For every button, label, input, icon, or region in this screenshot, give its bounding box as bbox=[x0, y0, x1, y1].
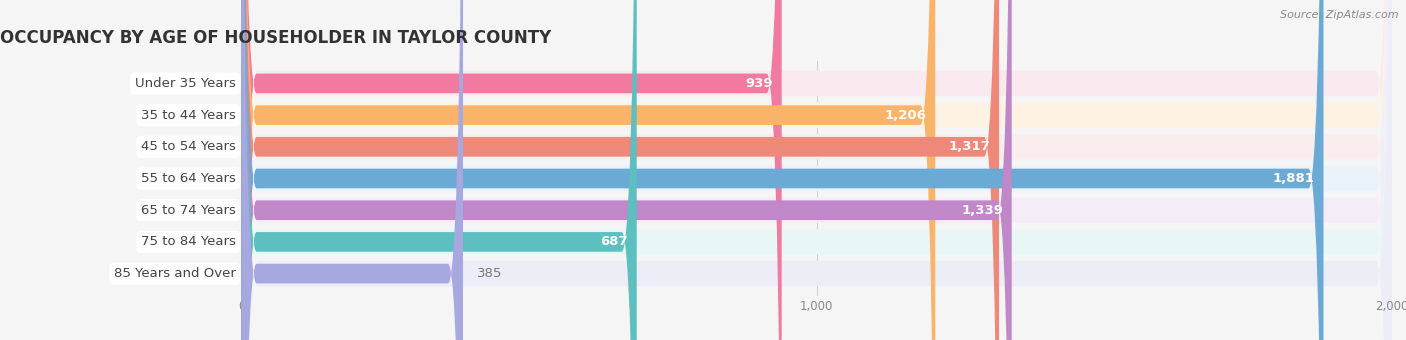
Text: 1,881: 1,881 bbox=[1272, 172, 1315, 185]
Text: 1,206: 1,206 bbox=[884, 108, 927, 122]
FancyBboxPatch shape bbox=[242, 0, 1392, 340]
Text: Under 35 Years: Under 35 Years bbox=[135, 77, 236, 90]
Text: 1,339: 1,339 bbox=[962, 204, 1002, 217]
Text: 939: 939 bbox=[745, 77, 773, 90]
FancyBboxPatch shape bbox=[242, 0, 1392, 340]
Text: 65 to 74 Years: 65 to 74 Years bbox=[141, 204, 236, 217]
Text: 687: 687 bbox=[600, 235, 628, 249]
Text: 1,317: 1,317 bbox=[949, 140, 990, 153]
Text: 385: 385 bbox=[478, 267, 503, 280]
FancyBboxPatch shape bbox=[242, 0, 1392, 340]
Text: OCCUPANCY BY AGE OF HOUSEHOLDER IN TAYLOR COUNTY: OCCUPANCY BY AGE OF HOUSEHOLDER IN TAYLO… bbox=[0, 29, 551, 47]
FancyBboxPatch shape bbox=[242, 0, 637, 340]
Text: 85 Years and Over: 85 Years and Over bbox=[114, 267, 236, 280]
FancyBboxPatch shape bbox=[242, 0, 1392, 340]
Text: 55 to 64 Years: 55 to 64 Years bbox=[141, 172, 236, 185]
FancyBboxPatch shape bbox=[242, 0, 1012, 340]
FancyBboxPatch shape bbox=[242, 0, 782, 340]
Text: 75 to 84 Years: 75 to 84 Years bbox=[141, 235, 236, 249]
FancyBboxPatch shape bbox=[242, 0, 1323, 340]
FancyBboxPatch shape bbox=[242, 0, 463, 340]
Text: Source: ZipAtlas.com: Source: ZipAtlas.com bbox=[1281, 10, 1399, 20]
FancyBboxPatch shape bbox=[242, 0, 935, 340]
FancyBboxPatch shape bbox=[242, 0, 1392, 340]
FancyBboxPatch shape bbox=[242, 0, 1392, 340]
FancyBboxPatch shape bbox=[242, 0, 1000, 340]
Text: 35 to 44 Years: 35 to 44 Years bbox=[141, 108, 236, 122]
FancyBboxPatch shape bbox=[242, 0, 1392, 340]
Text: 45 to 54 Years: 45 to 54 Years bbox=[141, 140, 236, 153]
